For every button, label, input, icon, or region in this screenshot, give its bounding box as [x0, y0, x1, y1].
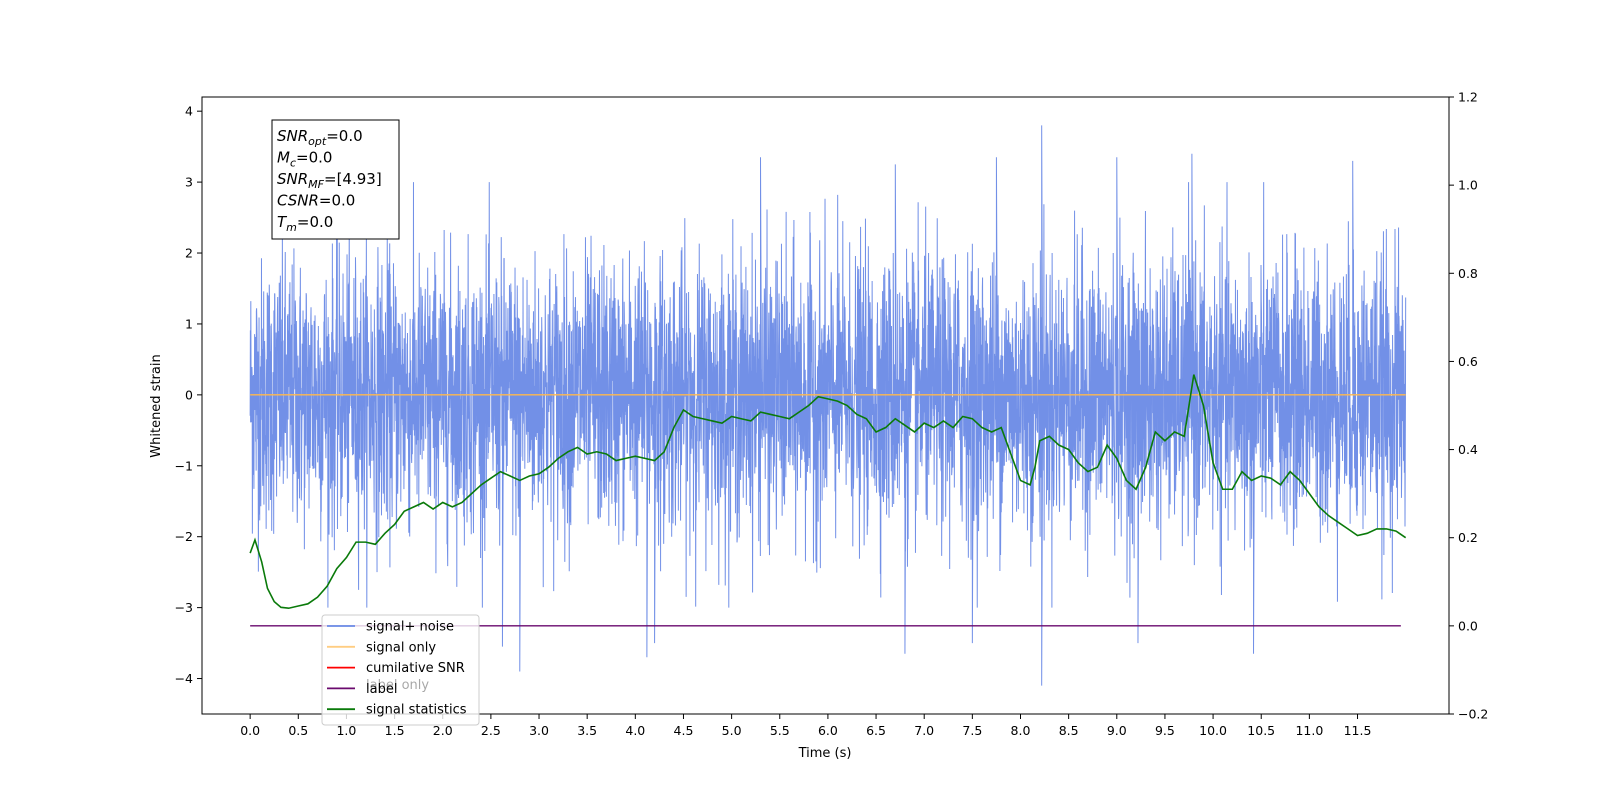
- legend-entry: label: [366, 682, 397, 697]
- x-tick-label: 6.5: [866, 723, 886, 738]
- y-axis-right: 1.2 1.0 0.8 0.6 0.4 0.2 0.0 −0.2: [1449, 90, 1488, 722]
- x-tick-label: 9.5: [1155, 723, 1175, 738]
- x-tick-label: 2.5: [481, 723, 501, 738]
- legend-frame: [321, 614, 480, 726]
- signal-noise-line: [249, 125, 1407, 686]
- x-tick-label: 3.5: [577, 723, 597, 738]
- plot-frame: [201, 96, 1450, 715]
- x-tick-label: 8.0: [1011, 723, 1031, 738]
- x-tick-label: 4.0: [625, 723, 645, 738]
- y2-tick-label: −0.2: [1458, 707, 1488, 722]
- x-tick-label: 5.5: [770, 723, 790, 738]
- legend-entry: cumilative SNR: [366, 661, 465, 676]
- stats-line: Tm=0.0: [277, 213, 333, 234]
- x-tick-label: 7.5: [962, 723, 982, 738]
- x-tick-label: 0.5: [288, 723, 308, 738]
- y2-tick-label: 0.6: [1458, 354, 1478, 369]
- legend-entry: signal statistics: [366, 703, 467, 718]
- y2-tick-label: 0.2: [1458, 530, 1478, 545]
- x-tick-label: 1.5: [385, 723, 405, 738]
- x-tick-label: 8.5: [1059, 723, 1079, 738]
- x-tick-label: 4.5: [674, 723, 694, 738]
- y2-tick-label: 0.0: [1458, 618, 1478, 633]
- x-tick-label: 3.0: [529, 723, 549, 738]
- stats-line: SNRMF=[4.93]: [277, 170, 382, 191]
- signal-noise-series: [249, 125, 1407, 686]
- y-tick-label: 2: [185, 246, 193, 261]
- x-tick-label: 10.0: [1199, 723, 1227, 738]
- x-tick-label: 9.0: [1107, 723, 1127, 738]
- signal-statistics-line: [249, 374, 1407, 610]
- y2-tick-label: 1.2: [1458, 90, 1478, 105]
- y-tick-label: −2: [175, 529, 193, 544]
- x-tick-label: 5.0: [722, 723, 742, 738]
- x-tick-label: 2.0: [433, 723, 453, 738]
- legend-underlay-text: label only: [366, 678, 429, 693]
- stats-line: CSNR=0.0: [277, 192, 355, 210]
- stats-box-frame: [271, 119, 400, 240]
- x-tick-label: 0.0: [240, 723, 260, 738]
- x-tick-label: 7.0: [914, 723, 934, 738]
- x-tick-label: 11.0: [1295, 723, 1323, 738]
- legend: label only signal+ noise signal only cumila…: [321, 614, 480, 726]
- legend-entry: signal+ noise: [366, 620, 454, 635]
- y-tick-label: 0: [185, 387, 193, 402]
- y2-tick-label: 1.0: [1458, 178, 1478, 193]
- x-tick-label: 11.5: [1344, 723, 1372, 738]
- y-tick-label: 3: [185, 175, 193, 190]
- legend-entry: signal only: [366, 640, 436, 655]
- x-axis: 0.0 0.5 1.0 1.5 2.0 2.5 3.0 3.5 4.0 4.5 5.0 5.5 6.0 6…: [240, 714, 1371, 738]
- y-axis-left: 4 3 2 1 0 −1 −2 −3 −4: [175, 104, 202, 686]
- y-tick-label: −1: [175, 458, 193, 473]
- y-axis-label: Whitened strain: [149, 354, 164, 457]
- y2-tick-label: 0.4: [1458, 442, 1478, 457]
- x-tick-label: 10.5: [1247, 723, 1275, 738]
- x-tick-label: 1.0: [336, 723, 356, 738]
- stats-line: Mc=0.0: [277, 149, 332, 170]
- y-tick-label: −3: [175, 600, 193, 615]
- y-tick-label: −4: [175, 671, 193, 686]
- y2-tick-label: 0.8: [1458, 266, 1478, 281]
- x-tick-label: 6.0: [818, 723, 838, 738]
- y-tick-label: 4: [185, 104, 193, 119]
- stats-line: SNRopt=0.0: [277, 127, 363, 148]
- x-axis-label: Time (s): [798, 746, 852, 761]
- y-tick-label: 1: [185, 316, 193, 331]
